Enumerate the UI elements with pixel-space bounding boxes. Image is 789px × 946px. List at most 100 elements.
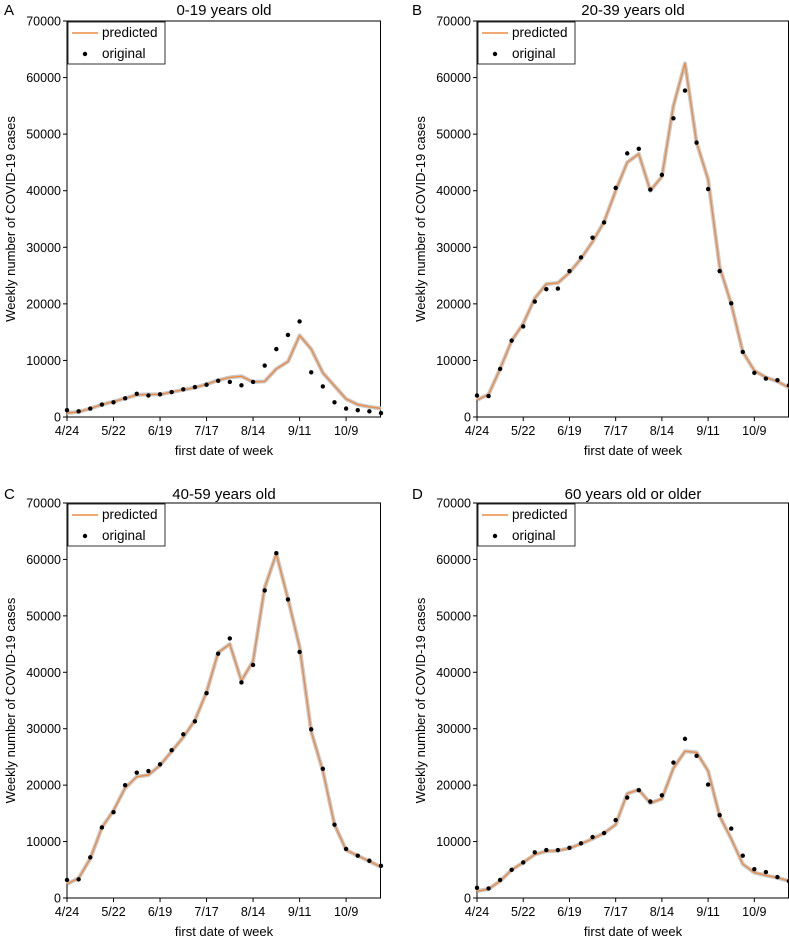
original-point: [567, 845, 572, 850]
original-point: [285, 332, 291, 338]
original-point: [320, 384, 326, 389]
original-point: [99, 402, 105, 407]
plot-frame: [66, 20, 381, 418]
original-point: [215, 651, 221, 656]
original-point: [157, 392, 163, 397]
original-point: [274, 551, 279, 556]
original-point: [775, 874, 780, 880]
original-point: [88, 406, 93, 411]
y-tick-label: 30000: [436, 722, 471, 736]
original-point: [509, 867, 514, 872]
original-point: [215, 378, 221, 383]
chart-title: 0-19 years old: [176, 2, 271, 19]
original-point: [705, 186, 711, 192]
original-point: [169, 389, 174, 395]
y-tick-label: 70000: [436, 497, 471, 511]
predicted-line: [66, 553, 382, 885]
y-axis-label: Weekly number of COVID-19 cases: [3, 116, 18, 322]
original-point: [786, 878, 789, 884]
x-tick-label: 8/14: [241, 905, 265, 919]
y-axis-label: Weekly number of COVID-19 cases: [3, 597, 18, 803]
original-point: [250, 379, 256, 385]
legend-box: [477, 503, 576, 547]
legend-original-label: original: [512, 528, 556, 543]
original-point: [752, 867, 757, 872]
original-point: [497, 366, 503, 372]
chart-title: 40-59 years old: [172, 486, 275, 503]
original-point: [64, 408, 70, 413]
original-point: [659, 793, 665, 798]
x-tick-label: 9/11: [696, 905, 719, 919]
original-point: [625, 151, 630, 156]
x-tick-label: 4/24: [55, 424, 79, 438]
original-point: [474, 393, 480, 398]
x-tick-label: 10/9: [742, 905, 766, 919]
original-point: [786, 383, 789, 388]
y-tick-label: 20000: [436, 779, 471, 793]
original-point: [239, 383, 244, 388]
predicted-band: [66, 551, 382, 886]
original-point: [181, 732, 186, 737]
x-tick-label: 10/9: [334, 424, 358, 438]
chart-panel-d: D 60 years old or older 0 10000 20000 30000 40…: [412, 486, 789, 939]
original-point: [192, 384, 198, 390]
panel-label: B: [412, 2, 422, 19]
original-point: [320, 766, 326, 771]
original-point: [309, 727, 314, 732]
original-point: [367, 409, 372, 414]
original-point: [729, 826, 734, 831]
original-point: [227, 379, 233, 385]
original-point: [590, 235, 595, 240]
original-point: [285, 597, 291, 602]
original-point: [111, 810, 116, 815]
original-point: [636, 788, 641, 793]
x-tick-label: 7/17: [603, 905, 627, 919]
original-point: [775, 378, 780, 383]
y-axis-label: Weekly number of COVID-19 cases: [413, 116, 428, 322]
x-tick-label: 7/17: [603, 424, 627, 438]
original-point: [601, 220, 607, 225]
x-tick-label: 7/17: [194, 424, 218, 438]
original-point: [227, 636, 233, 641]
legend-box: [477, 21, 576, 65]
x-tick-label: 6/19: [557, 905, 581, 919]
legend-original-marker: [82, 533, 88, 539]
original-point: [578, 255, 584, 260]
y-tick-label: 50000: [26, 128, 61, 142]
legend-original-marker: [82, 51, 88, 57]
original-point: [367, 858, 372, 863]
original-point: [297, 649, 302, 655]
y-tick-label: 10000: [436, 354, 471, 368]
y-tick-label: 40000: [436, 184, 471, 198]
predicted-band: [476, 749, 789, 894]
original-point: [204, 382, 209, 387]
predicted-line: [66, 334, 382, 414]
original-point: [262, 363, 267, 368]
y-tick-label: 60000: [436, 71, 471, 85]
original-point: [544, 286, 549, 292]
original-point: [578, 841, 584, 846]
original-point: [601, 830, 607, 836]
original-point: [532, 850, 537, 855]
original-point: [192, 719, 198, 724]
y-tick-label: 20000: [26, 297, 61, 311]
legend-predicted-label: predicted: [102, 25, 158, 40]
original-point: [297, 319, 302, 324]
plot-frame: [476, 502, 789, 899]
original-point: [555, 847, 561, 853]
legend-original-label: original: [102, 528, 146, 543]
x-axis-label: first date of week: [584, 443, 683, 458]
x-tick-label: 8/14: [650, 905, 674, 919]
legend-original-label: original: [512, 46, 556, 61]
original-point: [613, 185, 618, 191]
x-tick-label: 9/11: [696, 424, 719, 438]
original-point: [625, 795, 630, 800]
original-point: [671, 760, 676, 765]
original-point: [682, 88, 688, 93]
original-point: [355, 853, 360, 858]
original-point: [157, 762, 163, 767]
original-point: [181, 387, 186, 392]
y-tick-label: 40000: [436, 666, 471, 680]
x-tick-label: 8/14: [241, 424, 265, 438]
